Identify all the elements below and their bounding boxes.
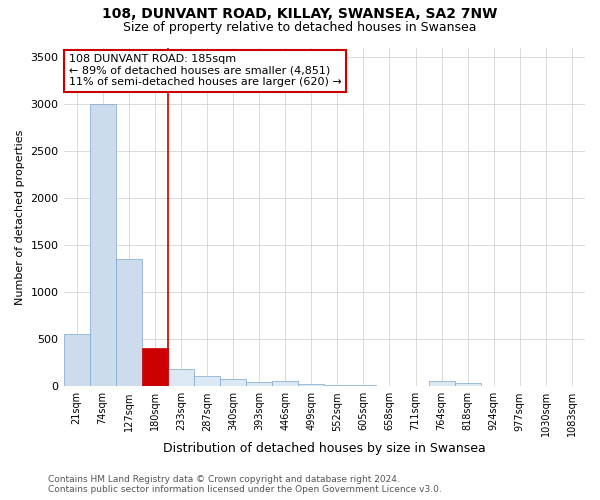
Text: 108 DUNVANT ROAD: 185sqm
← 89% of detached houses are smaller (4,851)
11% of sem: 108 DUNVANT ROAD: 185sqm ← 89% of detach… — [69, 54, 341, 88]
Bar — [428, 381, 455, 386]
Bar — [194, 376, 220, 386]
Bar — [142, 348, 168, 387]
Bar — [168, 369, 194, 386]
Bar — [455, 382, 481, 386]
Bar — [220, 380, 246, 386]
Bar — [89, 104, 116, 387]
Y-axis label: Number of detached properties: Number of detached properties — [15, 129, 25, 304]
Bar — [64, 334, 89, 386]
Bar — [116, 260, 142, 386]
Bar — [272, 381, 298, 386]
Bar — [324, 385, 350, 386]
X-axis label: Distribution of detached houses by size in Swansea: Distribution of detached houses by size … — [163, 442, 485, 455]
Text: Contains HM Land Registry data © Crown copyright and database right 2024.
Contai: Contains HM Land Registry data © Crown c… — [48, 474, 442, 494]
Bar — [246, 382, 272, 386]
Text: Size of property relative to detached houses in Swansea: Size of property relative to detached ho… — [123, 21, 477, 34]
Bar — [298, 384, 324, 386]
Text: 108, DUNVANT ROAD, KILLAY, SWANSEA, SA2 7NW: 108, DUNVANT ROAD, KILLAY, SWANSEA, SA2 … — [103, 8, 497, 22]
